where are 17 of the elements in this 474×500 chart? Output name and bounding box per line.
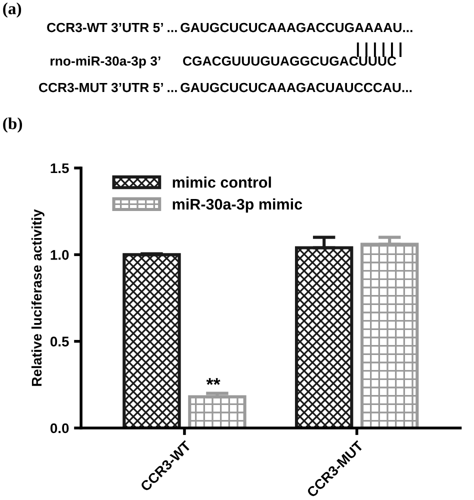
text: | | | | | | [356, 42, 402, 57]
text: CCR3-MUT 3’UTR 5’ ... [39, 82, 177, 92]
text: CGACGUUUGUAGGCUGACUUUC [183, 56, 396, 66]
text: CCR3-WT 3’UTR 5’ ... [47, 22, 177, 32]
text: (b) [3, 118, 22, 133]
legend-label: mimic control [172, 176, 271, 188]
y-axis-title: Relative luciferase activitiy [31, 209, 44, 386]
y-tick-label: 1.0 [50, 250, 69, 260]
y-tick-label: 0.0 [50, 423, 69, 434]
legend-label: miR-30a-3p mimic [172, 198, 302, 213]
text: GAUGCUCUCAAAGACUAUCCCAU... [180, 82, 412, 92]
text: rno-miR-30a-3p 3’ [50, 56, 160, 68]
y-tick-label: 1.5 [50, 163, 69, 174]
y-tick-label: 0.5 [50, 336, 69, 347]
text: (a) [3, 2, 22, 18]
annotation: ** [206, 378, 220, 385]
text: GAUGCUCUCAAAGACCUGAAAAU... [180, 22, 412, 32]
